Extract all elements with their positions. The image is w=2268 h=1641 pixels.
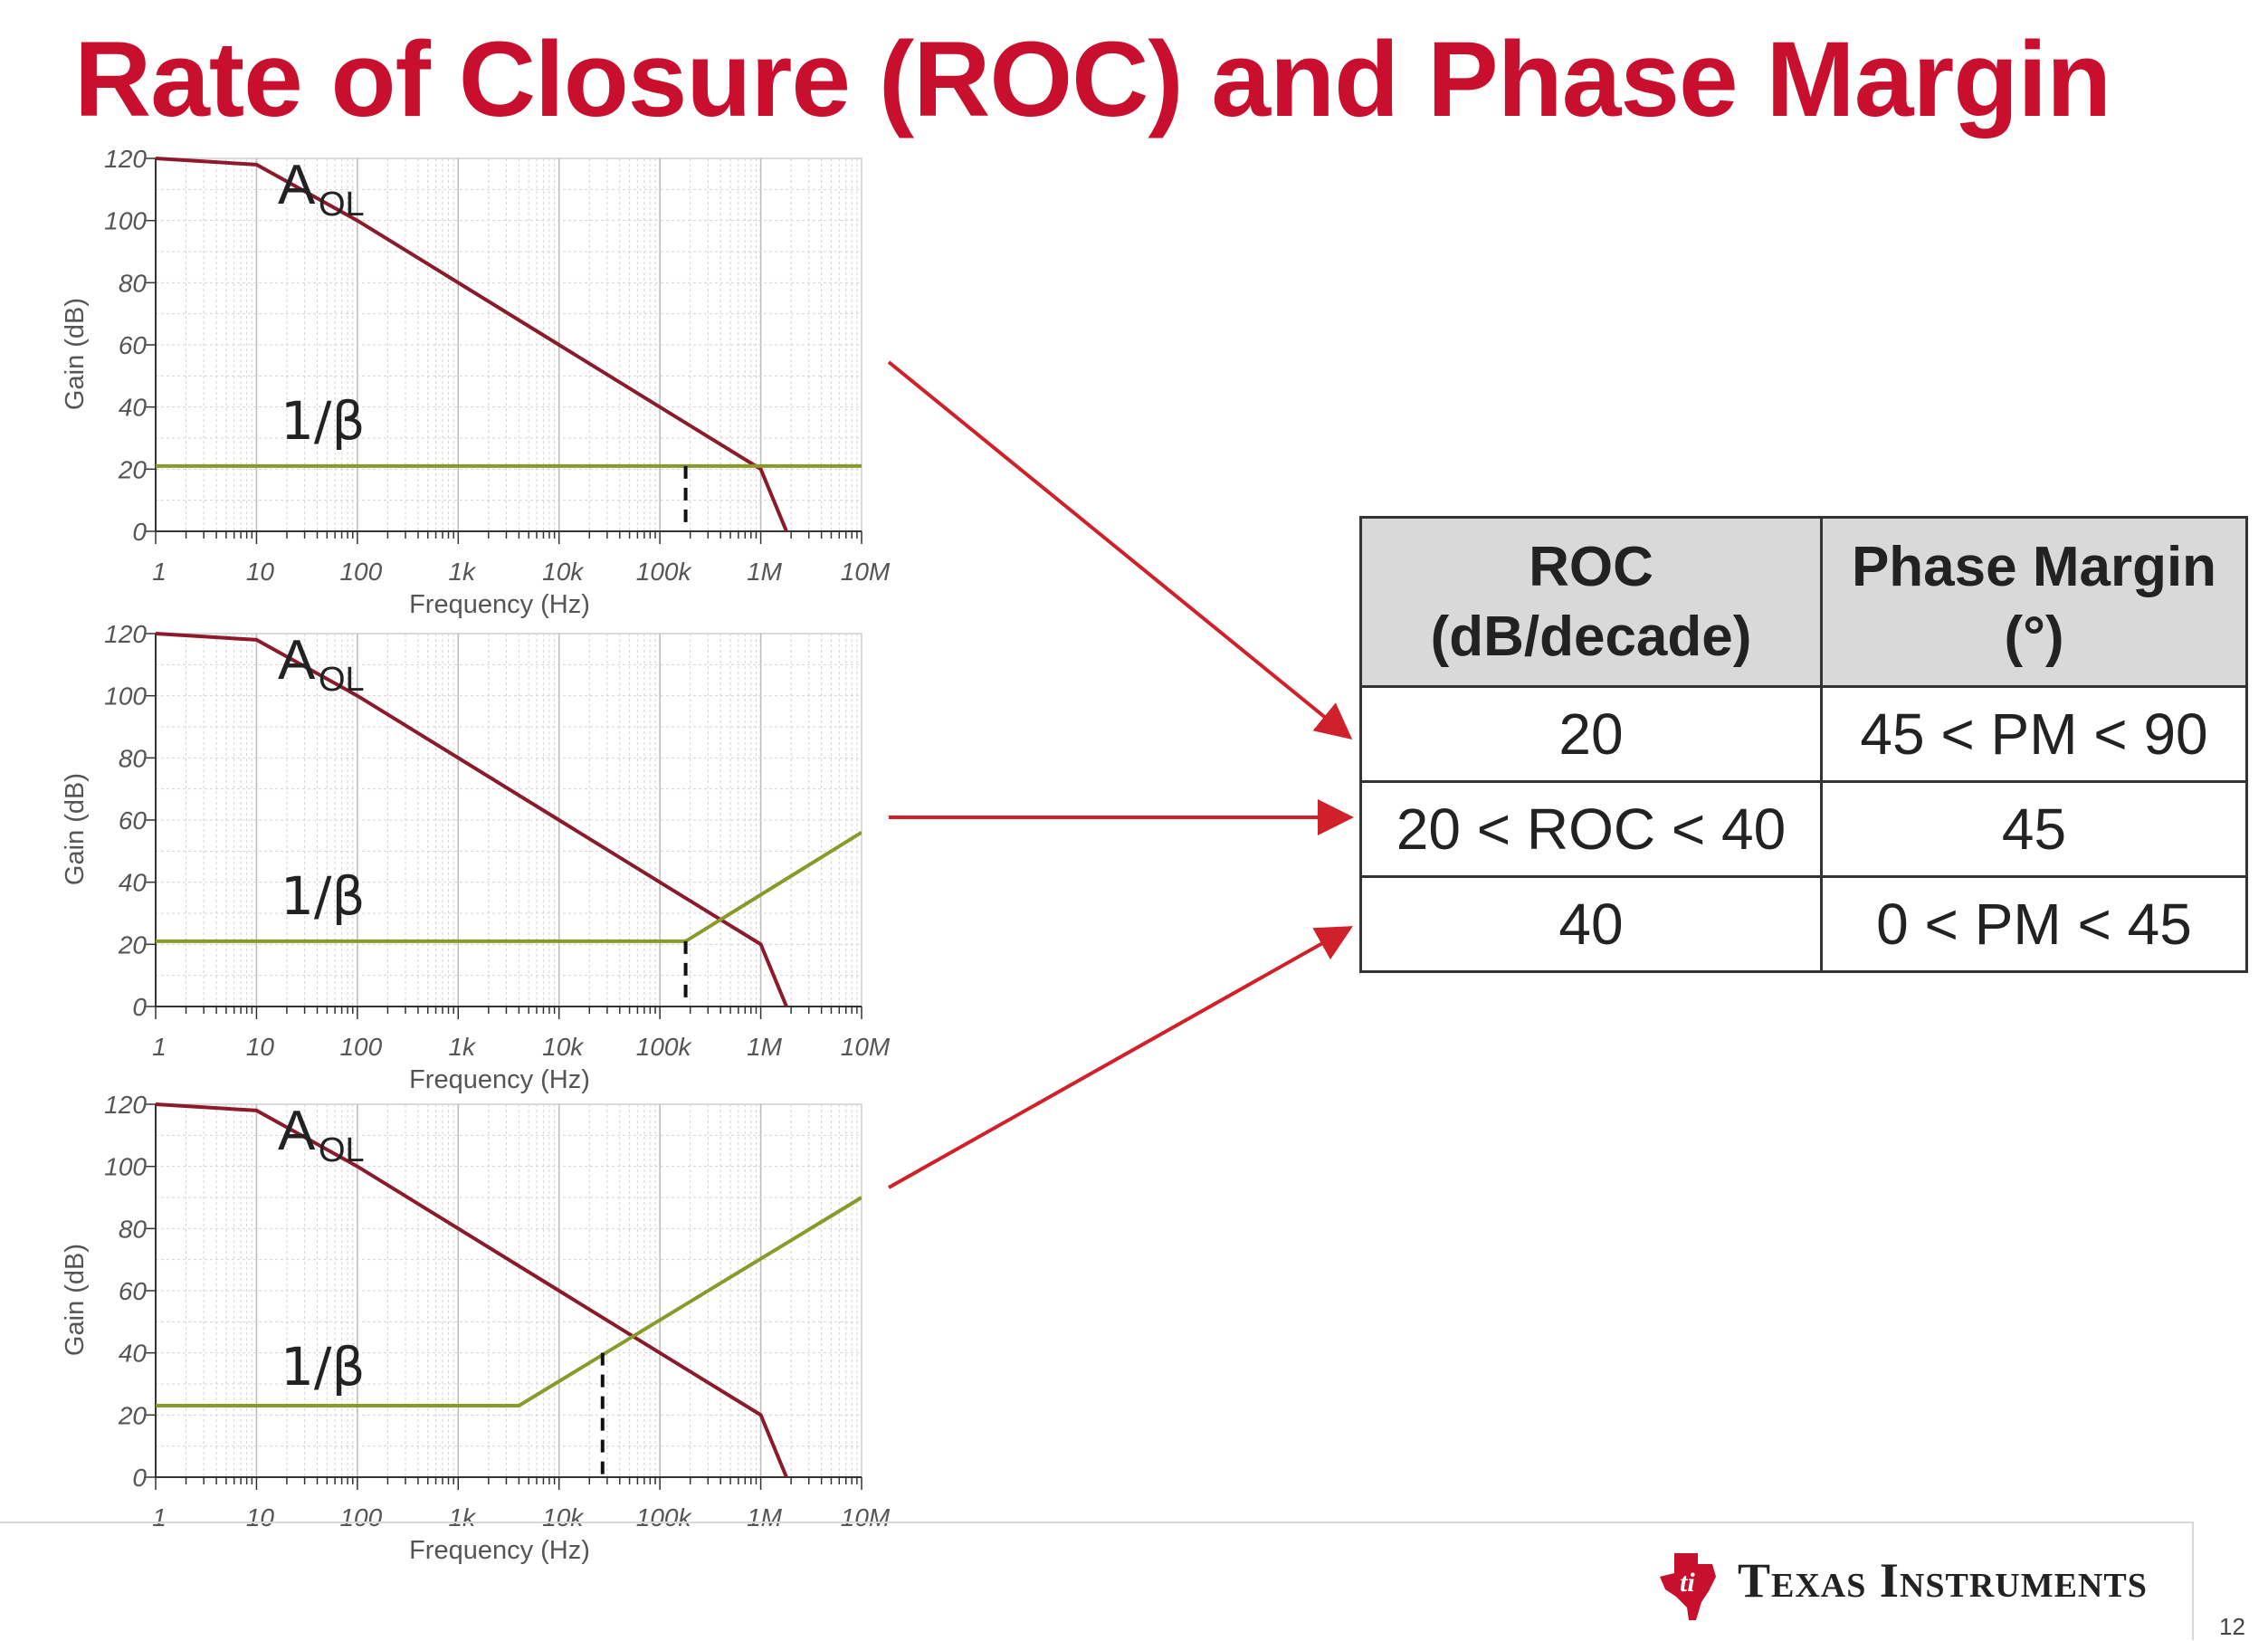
inverse-beta-label: 1/β <box>281 1336 365 1398</box>
x-tick-label: 10 <box>246 558 275 586</box>
x-tick-label: 10M <box>841 558 891 586</box>
table-cell-pm: 0 < PM < 45 <box>1820 875 2248 973</box>
x-tick-label: 100k <box>636 558 693 586</box>
header-pm-line1: Phase Margin <box>1851 535 2217 598</box>
y-axis-label: Gain (dB) <box>61 298 90 410</box>
arrow-plot1-to-row1 <box>887 360 1353 740</box>
x-tick-label: 10 <box>246 1033 275 1061</box>
aol-line <box>156 632 788 1007</box>
slide-title: Rate of Closure (ROC) and Phase Margin <box>74 20 2111 139</box>
x-tick-label: 10M <box>841 1033 891 1061</box>
inverse-beta-line <box>156 1196 862 1407</box>
y-tick-label: 0 <box>132 518 147 546</box>
y-tick-label: 40 <box>119 869 148 897</box>
table-row: 20 < ROC < 40 45 <box>1359 780 2248 878</box>
y-tick-label: 80 <box>119 1215 148 1243</box>
inverse-beta-label: 1/β <box>281 865 365 927</box>
bode-plot-2: 1 10 100 1k 10k 100k 1M 10M 0 20 40 60 80 100 120 Frequ… <box>61 620 891 1094</box>
aol-line <box>156 1102 788 1477</box>
y-tick-label: 100 <box>104 207 147 235</box>
header-roc-line1: ROC <box>1529 535 1653 598</box>
ti-logo-text: Texas Instruments <box>1738 1553 2148 1608</box>
y-tick-label: 100 <box>104 1153 147 1181</box>
svg-text:ti: ti <box>1680 1568 1695 1598</box>
x-tick-label: 100 <box>339 558 382 586</box>
table-cell-pm: 45 < PM < 90 <box>1820 685 2248 783</box>
y-axis-label: Gain (dB) <box>61 773 90 885</box>
y-tick-label: 20 <box>118 930 148 959</box>
table-cell-roc: 40 <box>1359 875 1823 973</box>
x-tick-label: 1 <box>152 1503 167 1531</box>
table-cell-roc: 20 <box>1359 685 1823 783</box>
x-tick-label: 100 <box>339 1033 382 1061</box>
y-tick-label: 80 <box>119 744 148 772</box>
x-tick-label: 10k <box>542 1503 585 1531</box>
x-axis-label: Frequency (Hz) <box>409 1536 590 1565</box>
aol-label-subscript: OL <box>319 661 365 699</box>
table-cell-roc: 20 < ROC < 40 <box>1359 780 1823 878</box>
y-tick-label: 60 <box>119 331 148 359</box>
aol-label: A <box>278 629 316 692</box>
table-header-row: ROC (dB/decade) Phase Margin (°) <box>1359 516 2248 688</box>
header-roc-line2: (dB/decade) <box>1430 606 1752 668</box>
aol-label: A <box>278 1100 316 1162</box>
header-roc: ROC (dB/decade) <box>1359 516 1823 688</box>
x-tick-label: 100k <box>636 1503 693 1531</box>
x-tick-label: 1k <box>448 558 477 586</box>
x-tick-label: 100k <box>636 1033 693 1061</box>
aol-label: A <box>278 154 316 216</box>
x-tick-label: 10M <box>841 1503 891 1531</box>
footer-divider <box>0 1522 2192 1523</box>
x-tick-label: 100 <box>339 1503 382 1531</box>
aol-label-subscript: OL <box>319 186 365 224</box>
x-tick-label: 10k <box>542 1033 585 1061</box>
y-axis-label: Gain (dB) <box>61 1244 90 1356</box>
y-tick-label: 0 <box>132 1464 147 1492</box>
aol-label-subscript: OL <box>319 1131 365 1169</box>
aol-line <box>156 157 788 531</box>
y-tick-label: 100 <box>104 682 147 711</box>
x-tick-label: 1M <box>747 1033 783 1061</box>
table-row: 20 45 < PM < 90 <box>1359 685 2248 783</box>
y-tick-label: 120 <box>104 620 147 648</box>
x-tick-label: 1 <box>152 1033 167 1061</box>
page-number: 12 <box>2219 1613 2245 1640</box>
y-tick-label: 120 <box>104 1091 147 1119</box>
bode-plot-1: 1 10 100 1k 10k 100k 1M 10M 0 20 40 60 80 100 120 Frequ… <box>61 145 891 619</box>
header-phase-margin: Phase Margin (°) <box>1820 516 2248 688</box>
bode-plot-3: 1 10 100 1k 10k 100k 1M 10M 0 20 40 60 80 100 120 Frequ… <box>61 1091 891 1565</box>
x-axis-label: Frequency (Hz) <box>409 590 590 619</box>
x-tick-label: 10 <box>246 1503 275 1531</box>
x-tick-label: 1k <box>448 1033 477 1061</box>
table-row: 40 0 < PM < 45 <box>1359 875 2248 973</box>
y-tick-label: 20 <box>118 455 148 483</box>
y-tick-label: 40 <box>119 394 148 422</box>
ti-logo-icon: ti <box>1660 1553 1716 1620</box>
y-tick-label: 80 <box>119 269 148 297</box>
inverse-beta-label: 1/β <box>281 390 365 452</box>
x-tick-label: 1k <box>448 1503 477 1531</box>
y-tick-label: 20 <box>118 1401 148 1429</box>
x-tick-label: 1M <box>747 558 783 586</box>
y-tick-label: 40 <box>119 1340 148 1368</box>
arrow-plot3-to-row3 <box>888 926 1353 1189</box>
y-tick-label: 120 <box>104 145 147 173</box>
x-axis-label: Frequency (Hz) <box>409 1065 590 1094</box>
x-tick-label: 1 <box>152 558 167 586</box>
footer-divider-vertical <box>2192 1522 2194 1640</box>
table-cell-pm: 45 <box>1820 780 2248 878</box>
y-tick-label: 60 <box>119 806 148 835</box>
header-pm-line2: (°) <box>2004 606 2064 668</box>
x-tick-label: 1M <box>747 1503 783 1531</box>
y-tick-label: 0 <box>132 993 147 1021</box>
roc-phase-margin-table: ROC (dB/decade) Phase Margin (°) 20 45 <… <box>1359 516 2248 973</box>
y-tick-label: 60 <box>119 1277 148 1305</box>
x-tick-label: 10k <box>542 558 585 586</box>
